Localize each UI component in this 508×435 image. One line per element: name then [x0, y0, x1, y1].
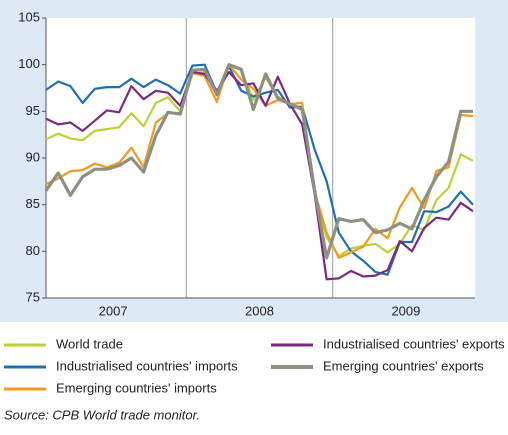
x-year-label: 2007 [99, 303, 128, 318]
y-tick-label: 75 [26, 289, 40, 304]
x-year-label: 2008 [245, 303, 274, 318]
legend-label: Industrialised countries' imports [56, 358, 238, 373]
series-line [45, 63, 474, 259]
legend-label: World trade [56, 336, 123, 351]
legend-label: Industrialised countries' exports [323, 336, 505, 351]
source-note: Source: CPB World trade monitor. [4, 407, 200, 422]
y-tick-label: 95 [26, 103, 40, 118]
y-tick-label: 90 [26, 149, 40, 164]
legend-label: Emerging countries' imports [56, 380, 217, 395]
y-tick-label: 105 [18, 9, 40, 24]
series-line [44, 63, 473, 260]
y-tick-label: 80 [26, 243, 40, 258]
y-tick-label: 85 [26, 196, 40, 211]
legend-label: Emerging countries' exports [323, 358, 484, 373]
plot-area [46, 18, 475, 298]
x-year-label: 2009 [391, 303, 420, 318]
y-tick-label: 100 [18, 56, 40, 71]
